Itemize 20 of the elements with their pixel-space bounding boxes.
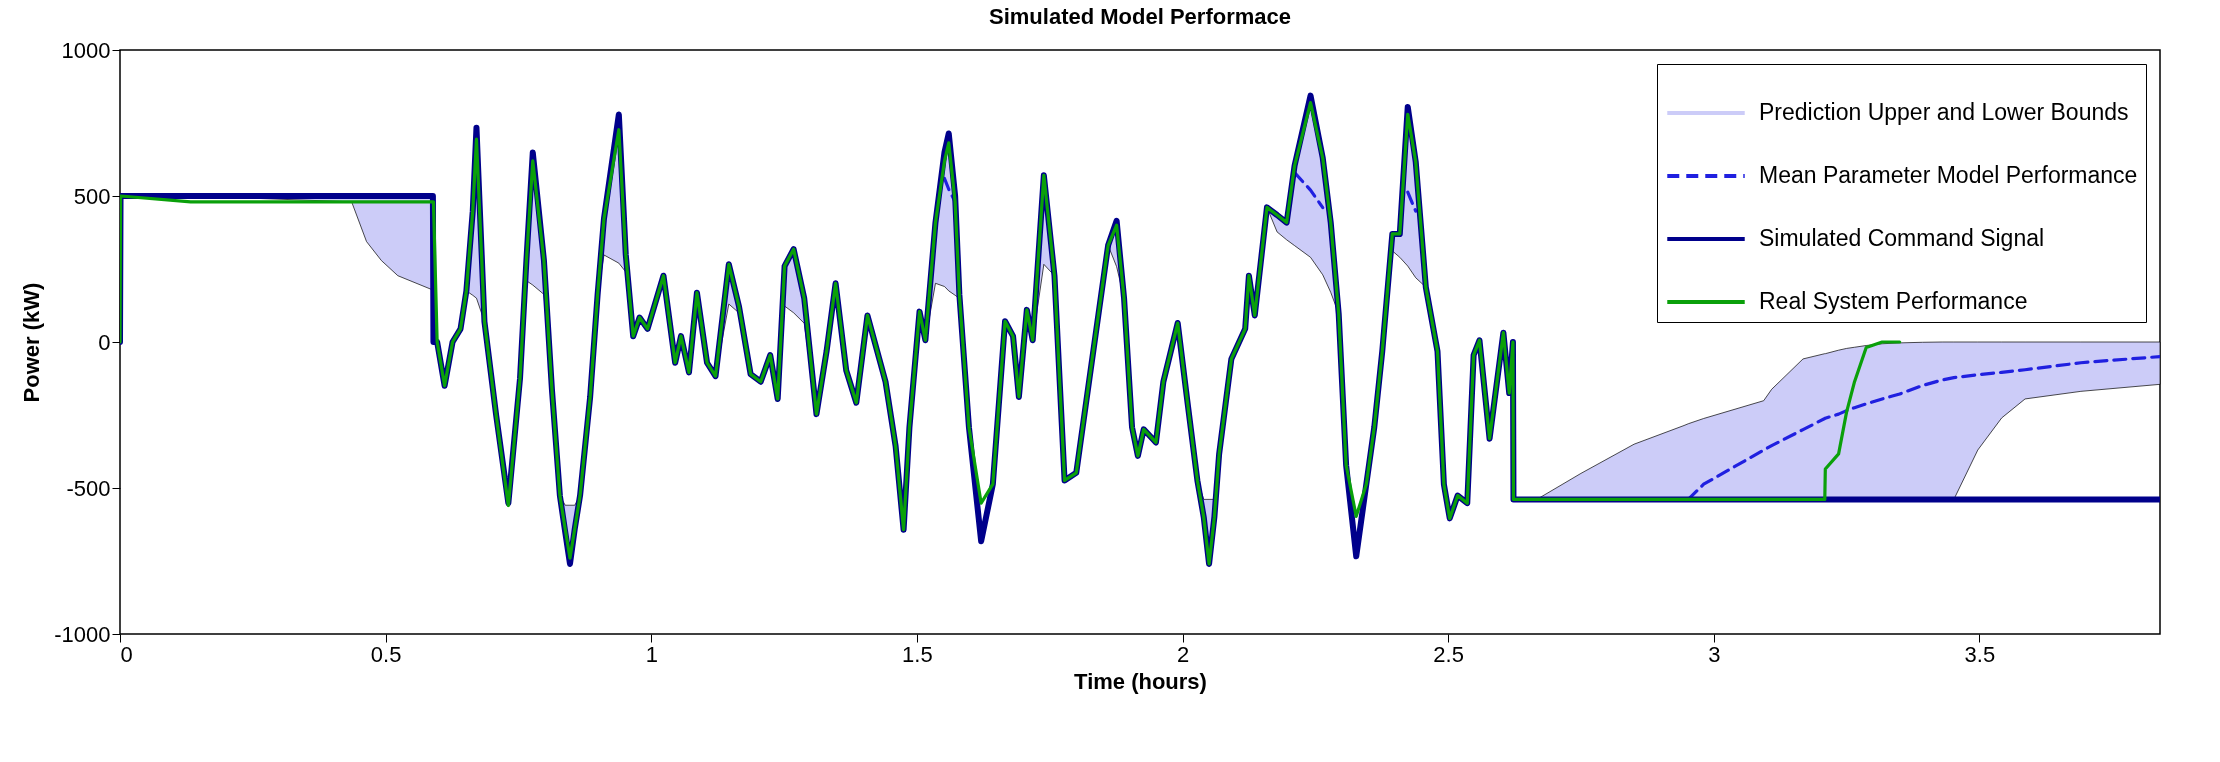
- legend-label: Mean Parameter Model Performance: [1759, 162, 2138, 188]
- y-tick-label: -1000: [54, 621, 111, 647]
- legend-label: Real System Performance: [1759, 288, 2028, 314]
- x-axis-title: Time (hours): [1074, 668, 1207, 694]
- legend-label: Simulated Command Signal: [1759, 225, 2045, 251]
- x-tick-label: 1.5: [902, 641, 933, 667]
- x-tick-label: 1: [645, 641, 658, 667]
- chart-title: Simulated Model Performace: [989, 4, 1291, 29]
- y-tick-label: 500: [73, 183, 111, 209]
- y-tick-label: -500: [66, 475, 111, 501]
- x-tick-label: 3: [1708, 641, 1721, 667]
- x-tick-label: 2.5: [1433, 641, 1464, 667]
- y-axis-title: Power (kW): [19, 282, 45, 403]
- y-tick-label: 0: [98, 329, 111, 355]
- x-tick-label: 3.5: [1964, 641, 1996, 667]
- y-tick-label: 1000: [61, 37, 111, 63]
- legend-label: Prediction Upper and Lower Bounds: [1759, 99, 2129, 125]
- x-tick-label: 0.5: [370, 641, 402, 667]
- x-tick-label: 2: [1176, 641, 1190, 667]
- x-tick-label: 0: [120, 641, 133, 667]
